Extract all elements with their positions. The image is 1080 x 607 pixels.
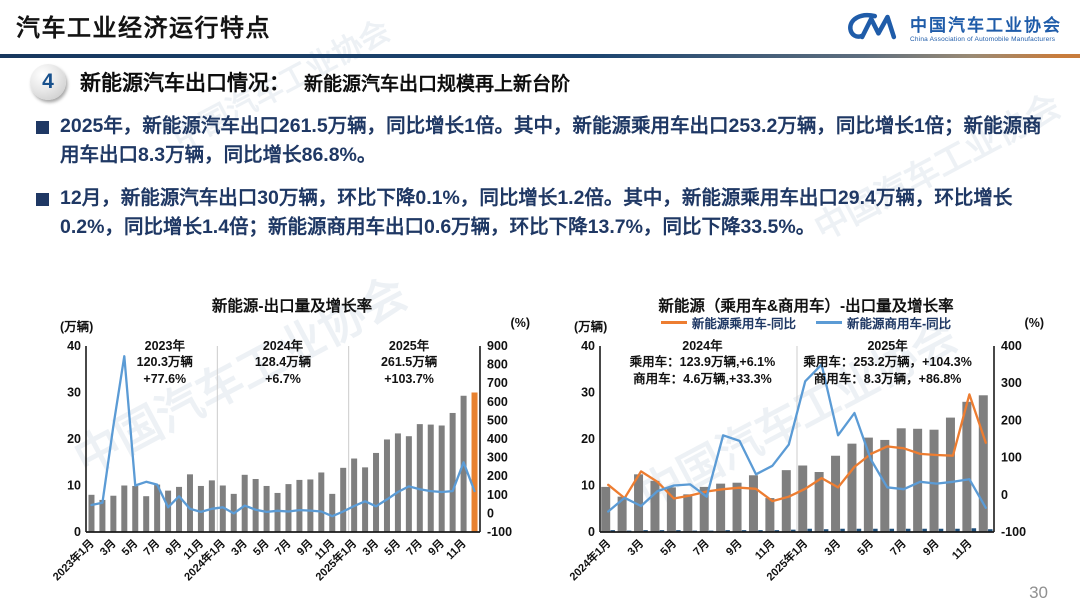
svg-text:500: 500 xyxy=(487,413,508,427)
svg-text:300: 300 xyxy=(1001,376,1022,390)
right-axis-unit: (%) xyxy=(1024,316,1044,330)
legend-item: 新能源乘用车-同比 xyxy=(660,313,796,332)
bullet-square-icon xyxy=(36,121,49,134)
svg-text:3月: 3月 xyxy=(97,537,118,558)
legend-swatch-icon xyxy=(660,321,687,324)
logo-name: 中国汽车工业协会 xyxy=(910,15,1062,35)
section-title: 新能源汽车出口情况： xyxy=(80,72,290,95)
svg-text:800: 800 xyxy=(487,358,508,372)
svg-text:900: 900 xyxy=(487,339,508,353)
left-axis-unit: (万辆) xyxy=(574,320,608,334)
chart-nev-export-pv-cv: 新能源（乘用车&商用车）-出口量及增长率 (万辆) (%) 新能源乘用车-同比新… xyxy=(566,292,1046,607)
section-heading: 4 新能源汽车出口情况： 新能源汽车出口规模再上新台阶 xyxy=(30,64,570,100)
chart-title: 新能源（乘用车&商用车）-出口量及增长率 xyxy=(658,298,954,315)
svg-text:9月: 9月 xyxy=(920,537,941,558)
bullet-text: 2025年，新能源汽车出口261.5万辆，同比增长1倍。其中，新能源乘用车出口2… xyxy=(60,115,1042,167)
svg-text:3月: 3月 xyxy=(625,537,646,558)
right-axis-unit: (%) xyxy=(510,316,530,330)
chart-annotation: 2025年 261.5万辆 +103.7% xyxy=(380,339,438,386)
svg-text:10: 10 xyxy=(581,479,595,493)
svg-text:20: 20 xyxy=(581,432,595,446)
svg-text:11月: 11月 xyxy=(752,537,777,562)
svg-text:5月: 5月 xyxy=(658,537,679,558)
chart-annotation: 2024年 128.4万辆 +6.7% xyxy=(254,339,312,386)
chart-canvas: 0 10 20 30 40 -100 0 100 200 300 400 500 600 700 800 90… xyxy=(52,339,512,583)
legend-swatch-icon xyxy=(816,321,842,324)
svg-text:10: 10 xyxy=(67,479,81,493)
svg-text:100: 100 xyxy=(487,488,508,502)
svg-text:5月: 5月 xyxy=(855,537,876,558)
chart-nev-export-total: 新能源-出口量及增长率 (万辆) (%) 0 10 20 30 40 -100 0 100 20… xyxy=(52,292,532,607)
svg-text:7月: 7月 xyxy=(272,537,293,558)
svg-text:200: 200 xyxy=(487,469,508,483)
bullet-item: 2025年，新能源汽车出口261.5万辆，同比增长1倍。其中，新能源乘用车出口2… xyxy=(36,112,1048,171)
svg-text:30: 30 xyxy=(67,386,81,400)
svg-text:3月: 3月 xyxy=(229,537,250,558)
chart-annotation: 2023年 120.3万辆 +77.6% xyxy=(136,339,193,386)
svg-text:2023年1月: 2023年1月 xyxy=(52,536,97,583)
svg-text:400: 400 xyxy=(1001,339,1022,353)
svg-text:0: 0 xyxy=(74,525,81,539)
svg-text:600: 600 xyxy=(487,395,508,409)
bullet-text: 12月，新能源汽车出口30万辆，环比下降0.1%，同比增长1.2倍。其中，新能源… xyxy=(60,186,1013,238)
svg-text:11月: 11月 xyxy=(949,537,974,562)
chart-legend: 新能源乘用车-同比 新能源商用车-同比 xyxy=(566,313,1046,332)
cm-logo-icon xyxy=(844,10,902,49)
svg-text:9月: 9月 xyxy=(163,537,184,558)
svg-text:7月: 7月 xyxy=(404,537,425,558)
header-divider xyxy=(0,54,1080,58)
page-title: 汽车工业经济运行特点 xyxy=(16,15,271,42)
chart-annotation: 2024年 乘用车：123.9万辆,+6.1% 商用车：4.6万辆,+33.3% xyxy=(629,339,776,386)
svg-text:-100: -100 xyxy=(1001,525,1026,539)
svg-text:-100: -100 xyxy=(487,525,512,539)
svg-text:100: 100 xyxy=(1001,451,1022,465)
svg-text:200: 200 xyxy=(1001,413,1022,427)
svg-text:5月: 5月 xyxy=(382,537,403,558)
svg-text:700: 700 xyxy=(487,376,508,390)
svg-text:0: 0 xyxy=(487,506,494,520)
chart-canvas: 0 10 20 30 40 -100 0 100 200 300 400 2024年1月 3月 5月 7月 9… xyxy=(566,339,1026,583)
chart-title: 新能源-出口量及增长率 xyxy=(211,298,373,315)
svg-text:7月: 7月 xyxy=(691,537,712,558)
svg-text:20: 20 xyxy=(67,432,81,446)
svg-text:7月: 7月 xyxy=(888,537,909,558)
svg-text:7月: 7月 xyxy=(141,537,162,558)
association-logo: 中国汽车工业协会 China Association of Automobile… xyxy=(844,10,1062,49)
svg-text:5月: 5月 xyxy=(250,537,271,558)
svg-text:2024年1月: 2024年1月 xyxy=(566,536,613,583)
svg-text:11月: 11月 xyxy=(444,537,469,562)
svg-text:9月: 9月 xyxy=(294,537,315,558)
svg-text:9月: 9月 xyxy=(426,537,447,558)
svg-text:400: 400 xyxy=(487,432,508,446)
svg-text:9月: 9月 xyxy=(723,537,744,558)
logo-subtext: China Association of Automobile Manufact… xyxy=(910,35,1056,43)
svg-text:5月: 5月 xyxy=(119,537,140,558)
svg-text:3月: 3月 xyxy=(360,537,381,558)
svg-text:300: 300 xyxy=(487,451,508,465)
legend-item: 新能源商用车-同比 xyxy=(816,313,951,332)
svg-text:0: 0 xyxy=(588,525,595,539)
bullet-square-icon xyxy=(36,192,49,206)
section-number-badge: 4 xyxy=(30,64,66,100)
svg-text:40: 40 xyxy=(67,339,81,353)
svg-text:30: 30 xyxy=(581,386,595,400)
chart-annotation: 2025年 乘用车：253.2万辆，+104.3% 商用车：8.3万辆，+86.8% xyxy=(803,339,972,386)
bullet-item: 12月，新能源汽车出口30万辆，环比下降0.1%，同比增长1.2倍。其中，新能源… xyxy=(36,184,1048,243)
page-number: 30 xyxy=(1029,583,1048,602)
svg-text:40: 40 xyxy=(581,339,595,353)
left-axis-unit: (万辆) xyxy=(60,320,94,334)
bullet-list: 2025年，新能源汽车出口261.5万辆，同比增长1倍。其中，新能源乘用车出口2… xyxy=(36,112,1048,242)
svg-text:0: 0 xyxy=(1001,488,1008,502)
section-subtitle: 新能源汽车出口规模再上新台阶 xyxy=(304,73,571,95)
svg-text:3月: 3月 xyxy=(822,537,843,558)
